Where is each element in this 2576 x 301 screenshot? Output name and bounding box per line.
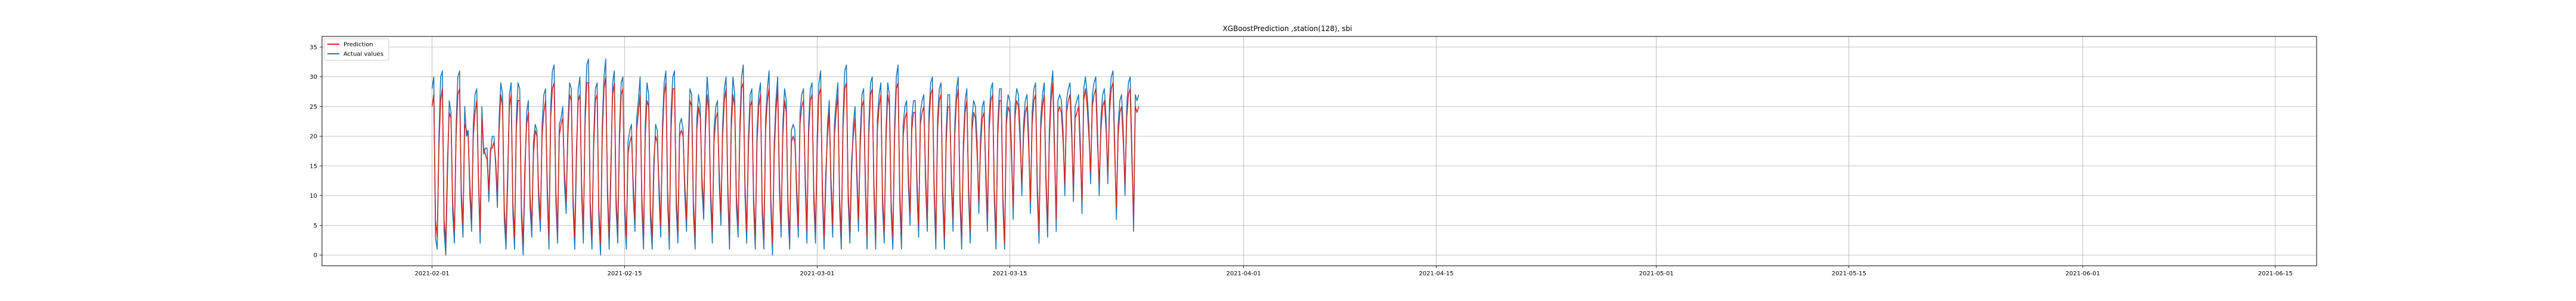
prediction-series-line	[431, 76, 1140, 244]
x-tick-label: 2021-05-01	[1639, 271, 1674, 277]
x-tick-label: 2021-04-15	[1419, 271, 1454, 277]
x-tick-label: 2021-06-01	[2066, 271, 2100, 277]
x-tick-label: 2021-04-01	[1227, 271, 1261, 277]
x-tick-label: 2021-06-15	[2258, 271, 2293, 277]
y-tick-label: 5	[314, 223, 317, 229]
grid-lines	[322, 36, 2317, 266]
y-tick-label: 15	[309, 163, 317, 170]
x-tick-label: 2021-03-15	[992, 271, 1027, 277]
y-tick-label: 35	[309, 44, 317, 51]
legend-actual-label: Actual values	[343, 51, 383, 58]
legend-prediction-label: Prediction	[343, 42, 373, 48]
x-axis: 2021-02-01 2021-02-15 2021-03-01 2021-03-15…	[414, 266, 2293, 277]
x-tick-label: 2021-03-01	[800, 271, 834, 277]
x-tick-label: 2021-05-15	[1832, 271, 1866, 277]
y-tick-label: 25	[309, 104, 317, 110]
series-layer	[431, 59, 1140, 256]
legend: Prediction Actual values	[324, 38, 389, 61]
chart-title: XGBoostPrediction ,station(128), sbi	[1222, 24, 1352, 33]
y-tick-label: 30	[309, 74, 317, 81]
x-tick-label: 2021-02-01	[414, 271, 449, 277]
y-tick-label: 10	[309, 193, 317, 199]
plot-area-frame	[321, 36, 2317, 266]
y-tick-label: 20	[309, 134, 317, 140]
y-axis: 0 5 10 15 20 25 30 35	[309, 44, 322, 259]
y-tick-label: 0	[314, 253, 317, 259]
legend-box	[324, 38, 389, 61]
x-tick-label: 2021-02-15	[607, 271, 642, 277]
